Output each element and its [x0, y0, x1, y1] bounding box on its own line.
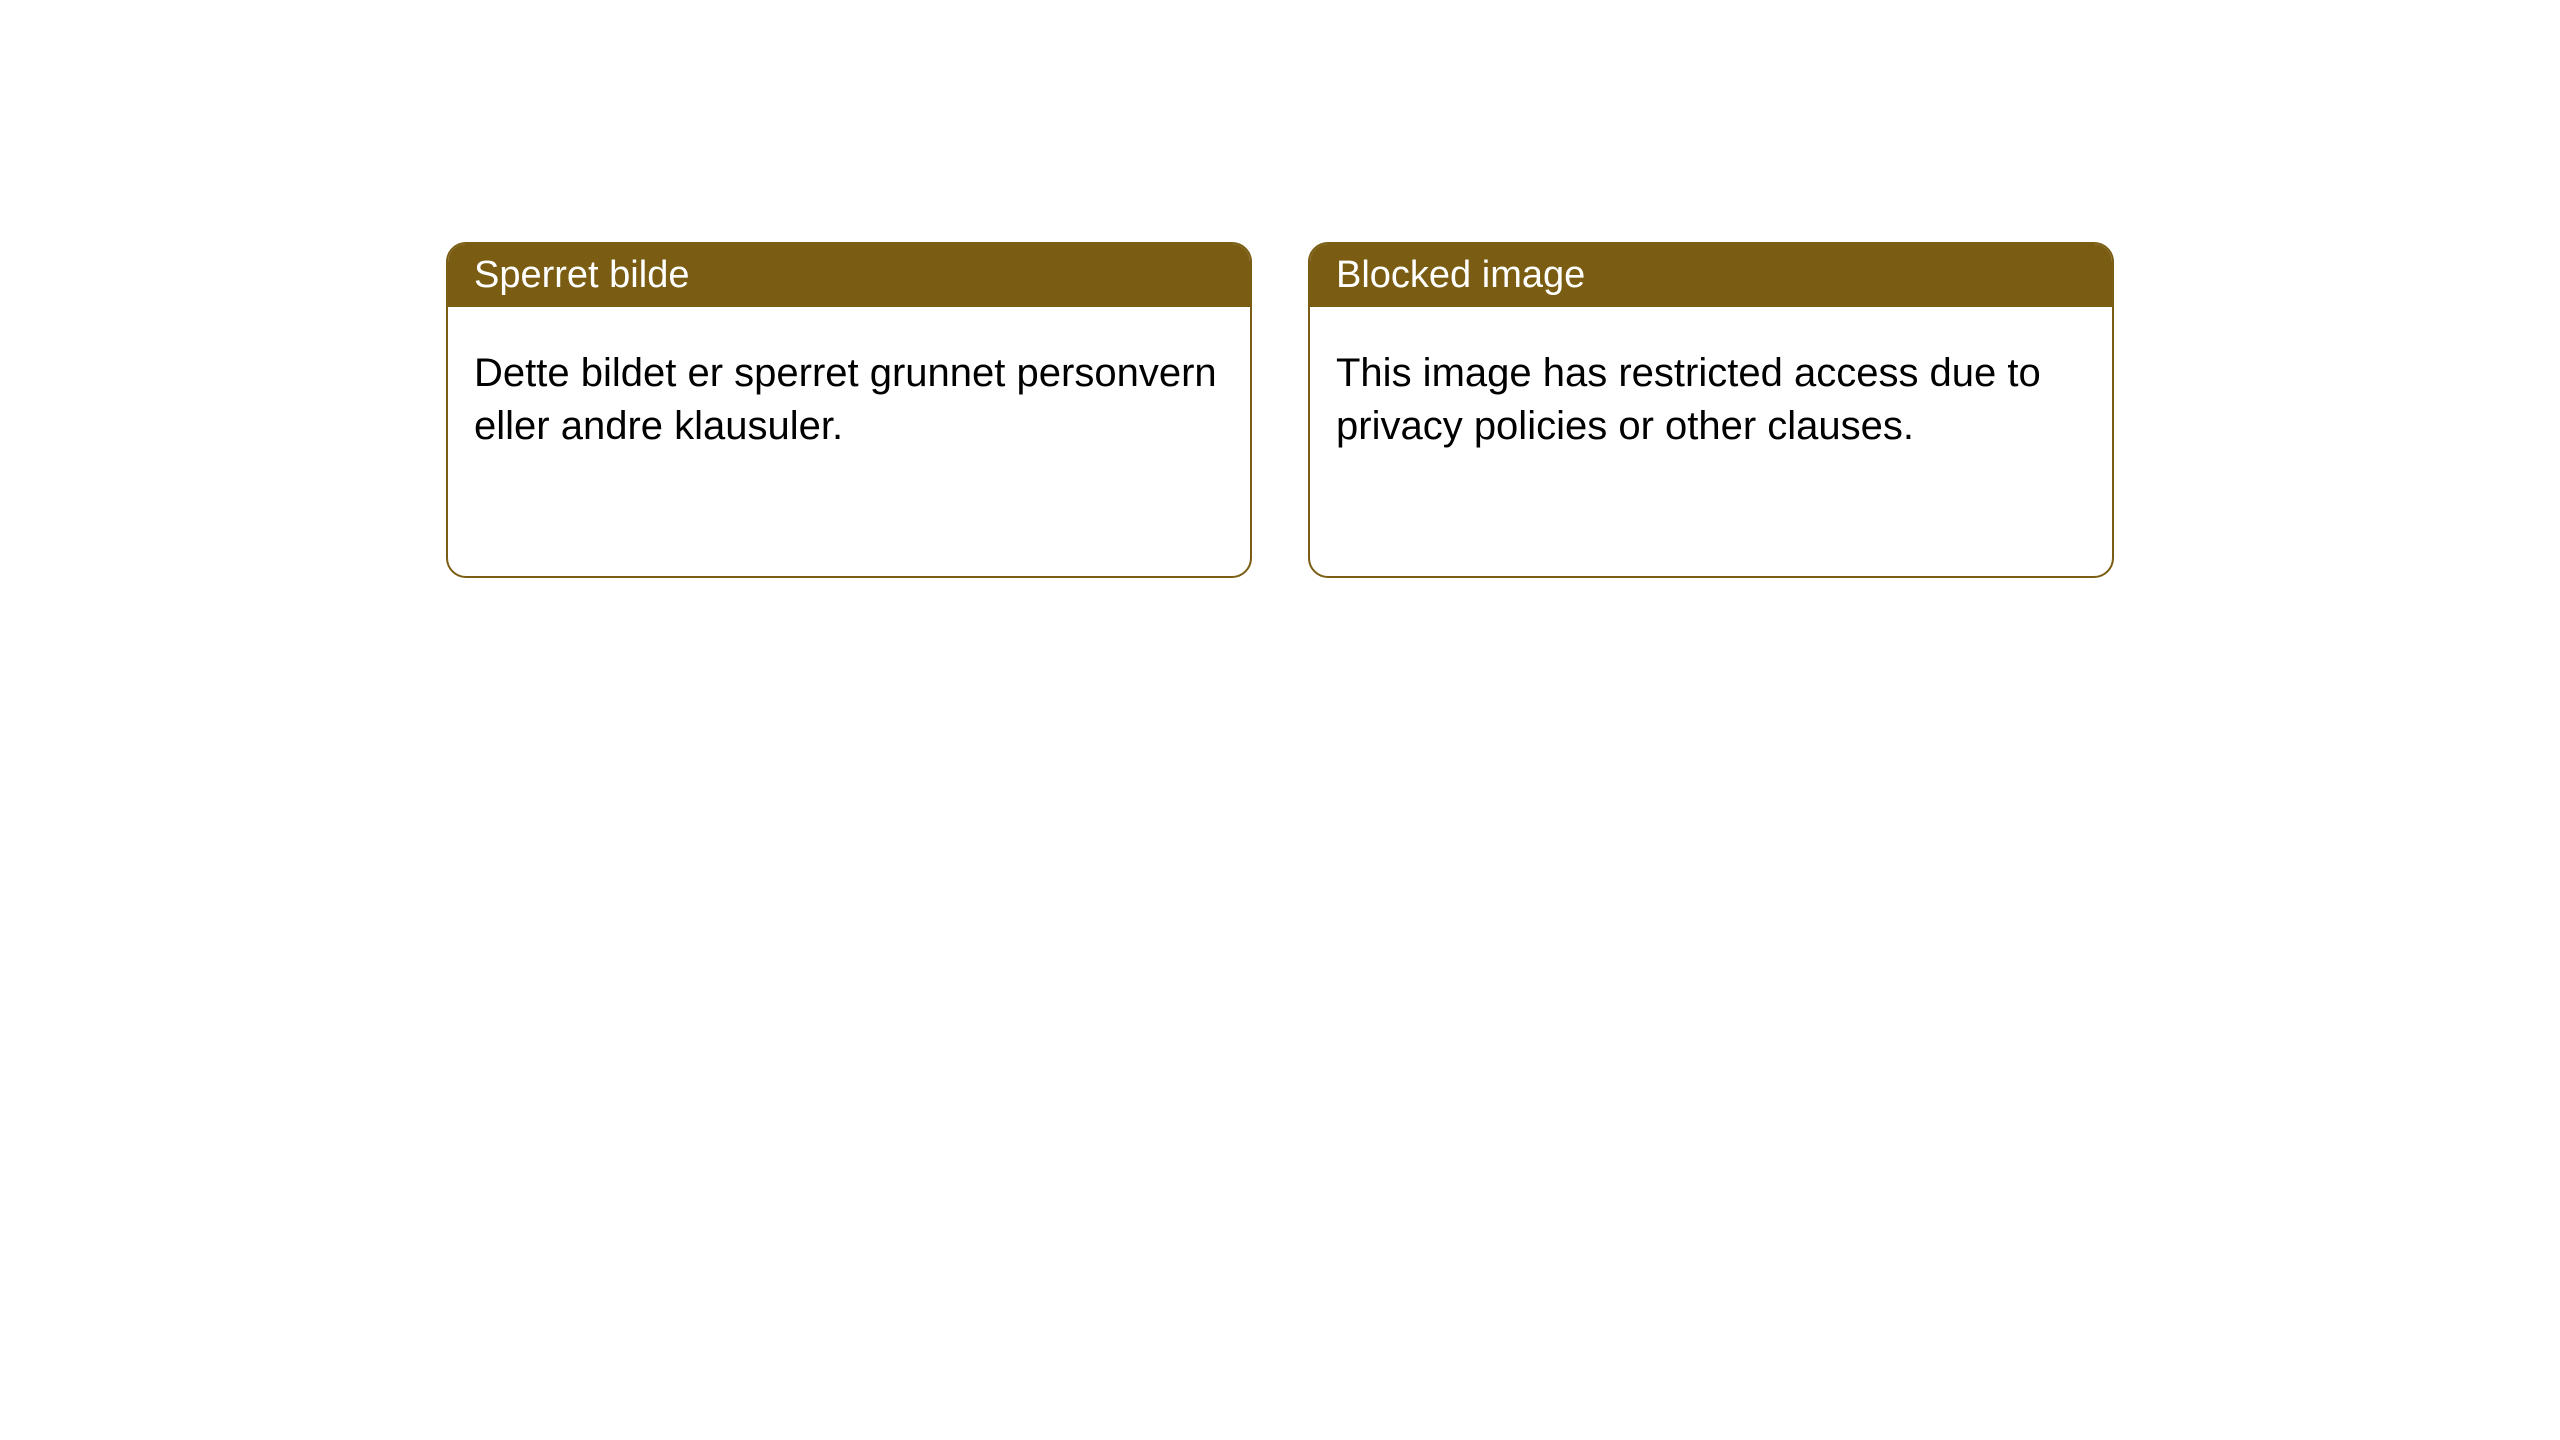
card-title: Sperret bilde: [474, 254, 689, 296]
notice-cards-container: Sperret bilde Dette bildet er sperret gr…: [0, 0, 2560, 578]
card-body: This image has restricted access due to …: [1310, 307, 2112, 493]
notice-card-english: Blocked image This image has restricted …: [1308, 242, 2114, 578]
card-header: Blocked image: [1310, 244, 2112, 307]
card-title: Blocked image: [1336, 254, 1585, 296]
notice-card-norwegian: Sperret bilde Dette bildet er sperret gr…: [446, 242, 1252, 578]
card-body: Dette bildet er sperret grunnet personve…: [448, 307, 1250, 493]
card-body-text: This image has restricted access due to …: [1336, 351, 2041, 448]
card-header: Sperret bilde: [448, 244, 1250, 307]
card-body-text: Dette bildet er sperret grunnet personve…: [474, 351, 1217, 448]
